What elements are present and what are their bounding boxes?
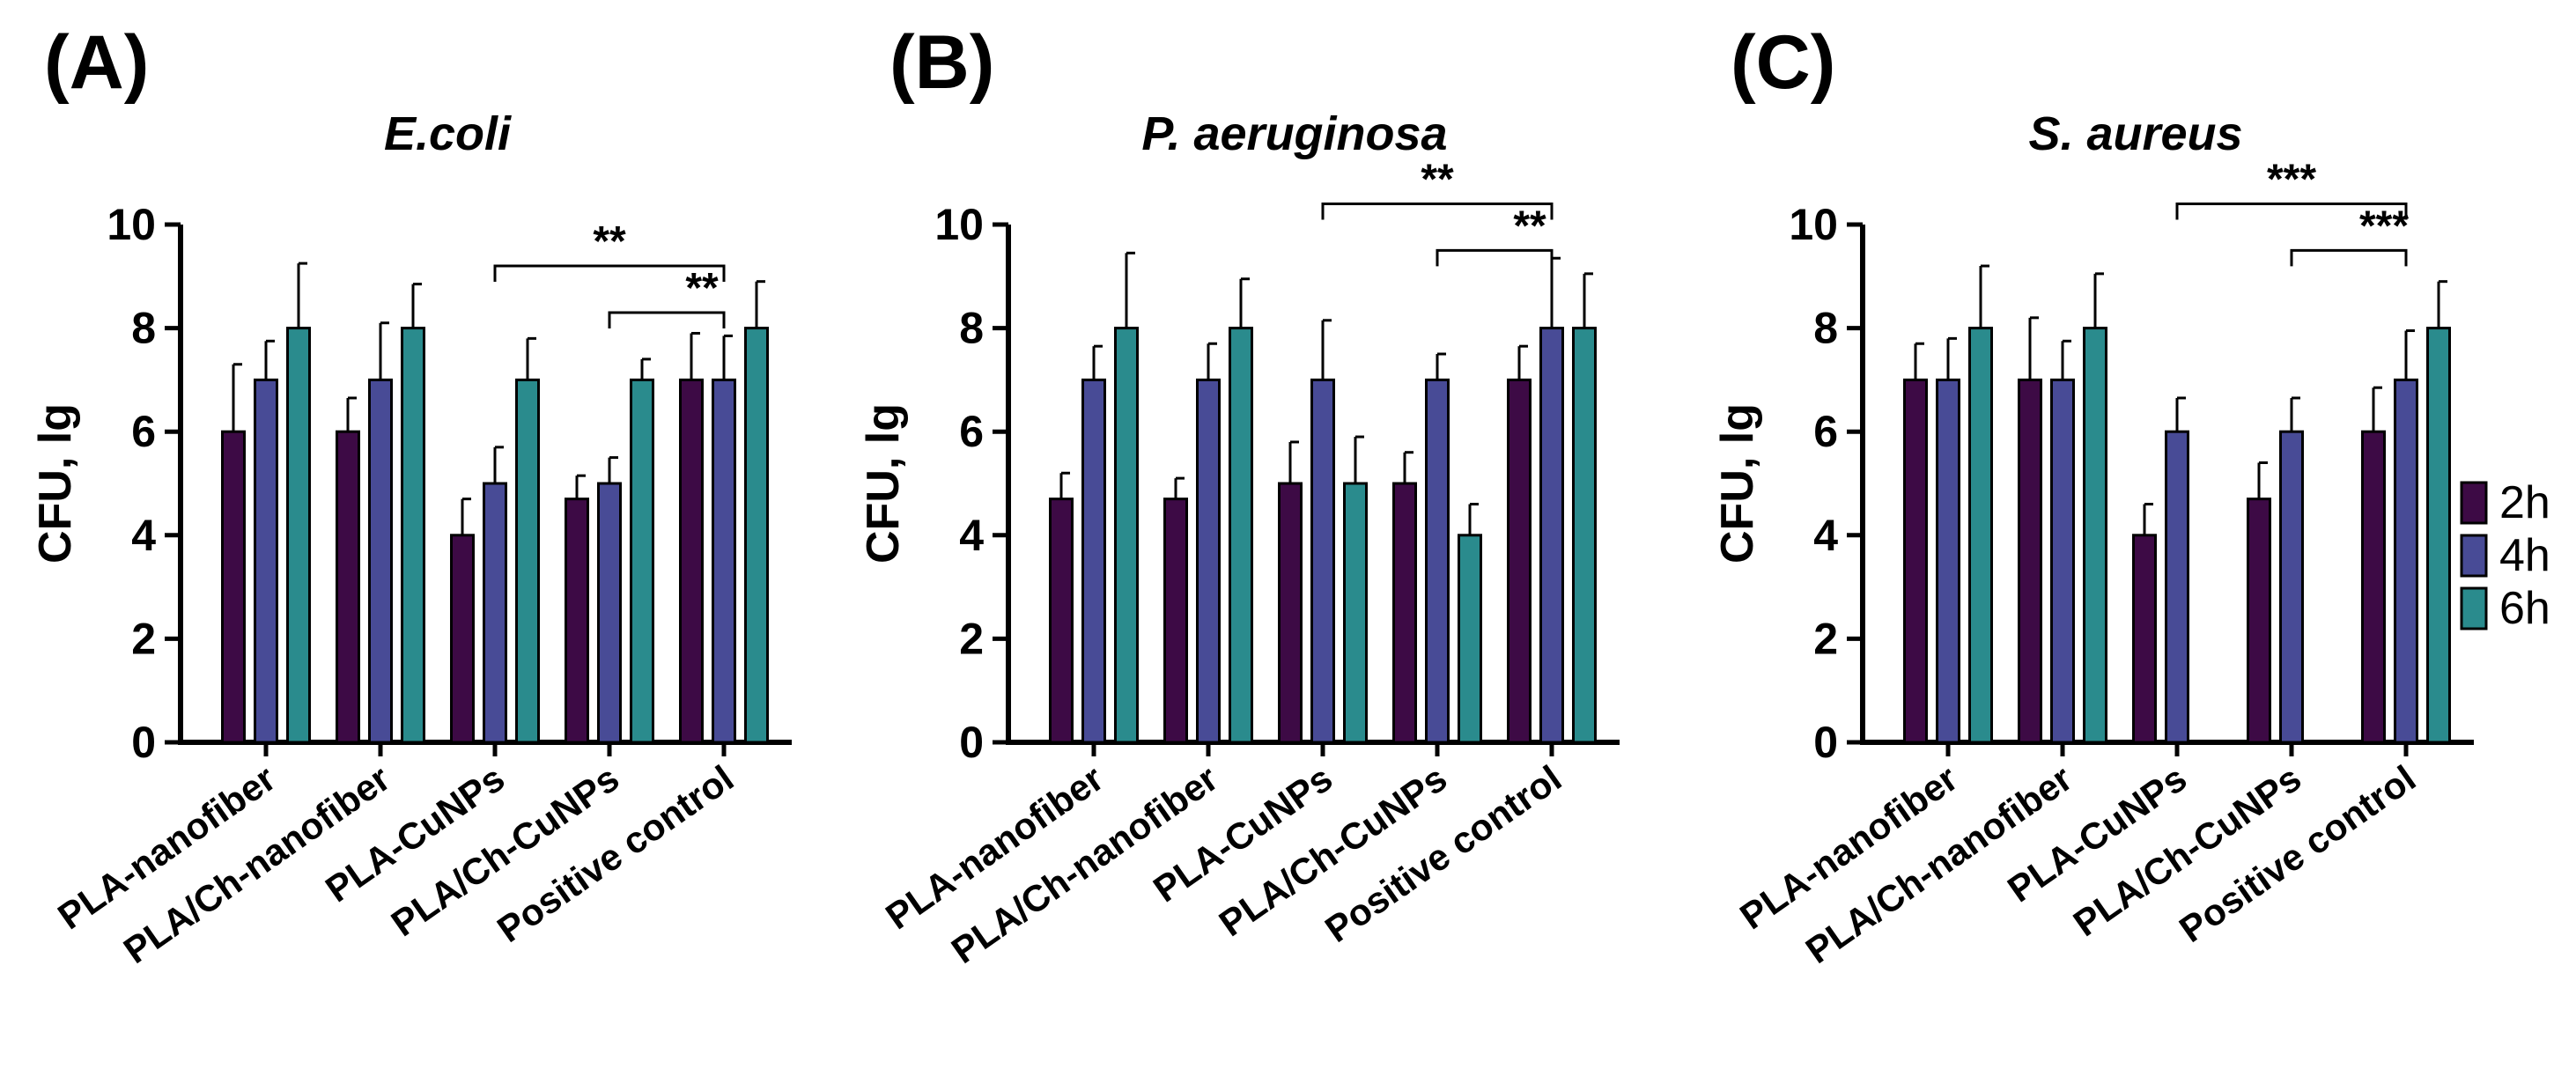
bar [1936,378,1960,744]
bar [2165,430,2189,744]
y-tick-label: 4 [959,511,984,560]
bar [336,430,360,744]
y-tick-label: 8 [131,304,156,353]
bar [1049,498,1074,744]
bar [1196,378,1221,744]
bar [1114,327,1139,744]
y-tick-label: 10 [107,200,156,249]
significance-bracket [608,311,726,328]
significance-bracket [2290,248,2408,267]
bar [1310,378,1335,744]
y-tick-label: 8 [1813,304,1838,353]
legend-label: 4h [2499,530,2550,581]
bar [2018,378,2042,744]
y-tick-label: 10 [1789,200,1838,249]
y-tick-label: 8 [959,304,984,353]
bar [2361,430,2386,744]
significance-bracket [2175,202,2408,220]
y-tick-label: 2 [959,614,984,663]
panel-letter: (C) [1731,20,1835,105]
bar [1539,327,1564,744]
bar [1425,378,1450,744]
bar [1278,482,1303,744]
y-tick-label: 10 [934,200,984,249]
bar [515,378,540,744]
significance-label: ** [1421,156,1454,203]
significance-label: *** [2359,203,2409,249]
bar [1081,378,1106,744]
bar [450,534,475,744]
chart-title: P. aeruginosa [1141,107,1447,160]
chart-title: E.coli [384,107,512,160]
legend-swatch [2460,534,2488,578]
bar [2247,498,2271,744]
bar [1163,498,1188,744]
bar [712,378,736,744]
y-axis-label: CFU, lg [1712,403,1763,564]
bar [1229,327,1253,744]
bar [2050,378,2075,744]
bar [1392,482,1417,744]
legend-swatch [2460,481,2488,525]
bar [1968,327,1993,744]
bar [1903,378,1928,744]
y-tick-label: 0 [1813,718,1838,767]
significance-label: *** [2267,156,2316,203]
legend-label: 2h [2499,477,2550,528]
bar [744,327,769,744]
bar [1343,482,1368,744]
y-tick-label: 6 [1813,407,1838,456]
significance-label: ** [1513,203,1546,249]
y-tick-label: 4 [131,511,156,560]
y-tick-label: 0 [959,718,984,767]
bar [630,378,654,744]
bar [1458,534,1482,744]
bar [679,378,704,744]
bar [368,378,393,744]
bar [286,327,311,744]
significance-label: ** [593,218,626,265]
y-tick-label: 6 [959,407,984,456]
y-tick-label: 4 [1813,511,1838,560]
bar [1507,378,1532,744]
legend-label: 6h [2499,583,2550,634]
legend-swatch [2460,586,2488,630]
significance-label: ** [685,265,719,312]
bar [2394,378,2418,744]
significance-bracket [1436,248,1554,267]
bar [254,378,278,744]
y-axis-label: CFU, lg [858,403,909,564]
bar [401,327,425,744]
chart-title: S. aureus [2028,107,2242,160]
bar [597,482,622,744]
bar [1572,327,1597,744]
y-axis-label: CFU, lg [30,403,81,564]
panel-letter: (B) [889,20,994,105]
bar [565,498,589,744]
bar [2083,327,2107,744]
y-tick-label: 2 [131,614,156,663]
significance-bracket [1321,202,1554,220]
panel-letter: (A) [44,20,149,105]
bar [483,482,507,744]
y-tick-label: 2 [1813,614,1838,663]
y-tick-label: 0 [131,718,156,767]
bar [2132,534,2157,744]
bar [221,430,246,744]
y-tick-label: 6 [131,407,156,456]
bar [2279,430,2304,744]
significance-bracket [493,264,726,283]
bar [2426,327,2451,744]
